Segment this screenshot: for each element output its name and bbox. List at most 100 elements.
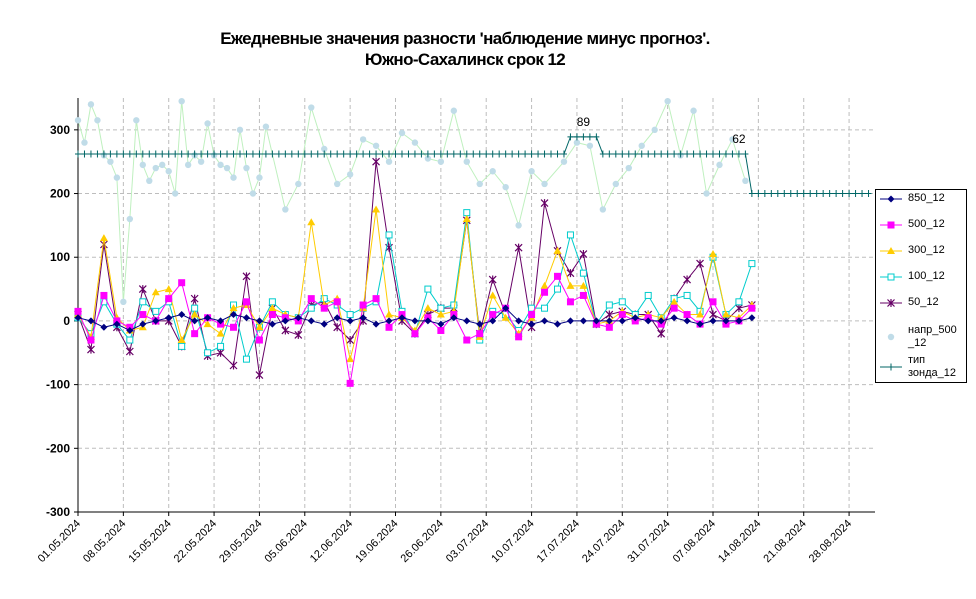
тип-зонда_12-point — [522, 150, 529, 158]
тип-зонда_12-point — [807, 190, 814, 198]
500_12-point — [346, 379, 354, 387]
300_12-point — [579, 281, 588, 289]
500_12-point — [165, 295, 173, 303]
тип-зонда_12-point — [671, 150, 678, 158]
500_12-point — [255, 336, 263, 344]
тип-зонда_12-point — [301, 150, 308, 158]
850_12-point — [579, 317, 587, 325]
тип-зонда_12-point — [437, 150, 444, 158]
100_12-point — [178, 342, 186, 350]
напр_500_12-point — [321, 145, 328, 153]
850_12-point — [139, 320, 147, 328]
напр_500_12-point — [120, 298, 127, 306]
напр_500_12-point — [236, 126, 244, 134]
тип-зонда_12-point — [411, 150, 418, 158]
500_12-point — [515, 333, 523, 341]
тип-зонда_12-point — [424, 150, 431, 158]
напр_500_12-point — [651, 126, 658, 134]
50_12-point — [333, 323, 342, 332]
50_12-point — [709, 310, 717, 319]
850_12-point — [476, 320, 484, 328]
тип-зонда_12-point — [392, 150, 399, 158]
тип-зонда_12-point — [599, 150, 606, 158]
500_12-point — [191, 330, 199, 338]
x-tick-label: 21.08.2024 — [761, 518, 808, 565]
напр_500_12-point — [346, 171, 354, 178]
напр_500_12-point — [450, 107, 458, 114]
тип-зонда_12-point — [593, 133, 600, 141]
500_12-point — [333, 298, 341, 306]
legend-label: 50_12 — [908, 296, 939, 308]
x-tick-label: 26.06.2024 — [399, 518, 446, 565]
500_12-point — [579, 291, 587, 299]
legend: 850_12 500_12 300_12 100_12 50_12 напр_500 _1… — [875, 189, 967, 383]
850_12-point — [242, 314, 250, 322]
тип-зонда_12-point — [833, 190, 840, 198]
850_12-point — [670, 314, 678, 322]
тип-зонда_12-point — [75, 150, 81, 158]
x-tick-label: 17.07.2024 — [535, 518, 582, 565]
x-tick-label: 29.05.2024 — [217, 518, 264, 565]
series-850_12 — [74, 304, 756, 334]
legend-point — [887, 273, 895, 281]
100_12-point — [385, 231, 393, 239]
тип-зонда_12-point — [100, 150, 107, 158]
50_12-point — [488, 275, 497, 284]
850_12-point — [748, 314, 756, 322]
тип-зонда_12-point — [418, 150, 425, 158]
напр_500_12-point — [625, 164, 632, 172]
напр_500_12-point — [74, 117, 82, 124]
напр_500_12-point — [398, 129, 406, 137]
300_12-point — [385, 310, 394, 318]
100_12-point — [126, 336, 134, 344]
850_12-point — [450, 314, 458, 322]
напр_500_12-point — [113, 174, 121, 181]
chart-title: Ежедневные значения разности 'наблюдение… — [220, 29, 710, 48]
300_12-point — [462, 215, 471, 223]
тип-зонда_12-point — [146, 150, 153, 158]
тип-зонда_12-point — [748, 190, 755, 198]
legend-label: напр_500 _12 — [908, 324, 957, 349]
тип-зонда_12-point — [658, 150, 665, 158]
850_12-point — [281, 317, 289, 325]
тип-зонда_12-point — [632, 150, 639, 158]
850_12-point — [385, 317, 393, 325]
напр_500_12-point — [308, 104, 315, 111]
напр_500_12-point — [197, 158, 205, 165]
тип-зонда_12-point — [236, 150, 243, 158]
напр_500_12-point — [159, 161, 166, 169]
напр_500_12-point — [560, 158, 568, 165]
50_12-point — [229, 361, 238, 370]
100_12-point — [152, 307, 160, 315]
напр_500_12-point — [133, 117, 140, 124]
тип-зонда_12-point — [340, 150, 347, 158]
100_12-point — [553, 285, 561, 293]
напр_500_12-point — [476, 180, 483, 188]
x-tick-label: 08.05.2024 — [81, 518, 128, 565]
500_12-point — [437, 326, 445, 334]
850_12-point — [541, 317, 549, 325]
напр_500_12-point — [541, 180, 548, 188]
тип-зонда_12-point — [314, 150, 321, 158]
тип-зонда_12-point — [710, 150, 717, 158]
300_12-point — [177, 336, 186, 344]
тип-зонда_12-point — [360, 150, 367, 158]
тип-зонда_12-line — [78, 136, 869, 195]
тип-зонда_12-point — [541, 150, 548, 158]
100_12-point — [450, 301, 458, 309]
напр_500_12-point — [515, 222, 522, 229]
850_12-point — [204, 314, 212, 322]
850_12-point — [605, 317, 613, 325]
x-tick-label: 24.07.2024 — [580, 518, 627, 565]
тип-зонда_12-point — [463, 150, 470, 158]
50_12-point — [190, 294, 199, 303]
100_12-point — [605, 301, 613, 309]
500_12-point — [100, 291, 108, 299]
850_12-point — [113, 320, 121, 328]
300_12-point — [436, 310, 445, 318]
тип-зонда_12-point — [619, 150, 626, 158]
300_12-point — [488, 291, 497, 299]
тип-зонда_12-point — [113, 150, 120, 158]
тип-зонда_12-point — [761, 190, 768, 198]
напр_500_12-point — [664, 97, 671, 105]
